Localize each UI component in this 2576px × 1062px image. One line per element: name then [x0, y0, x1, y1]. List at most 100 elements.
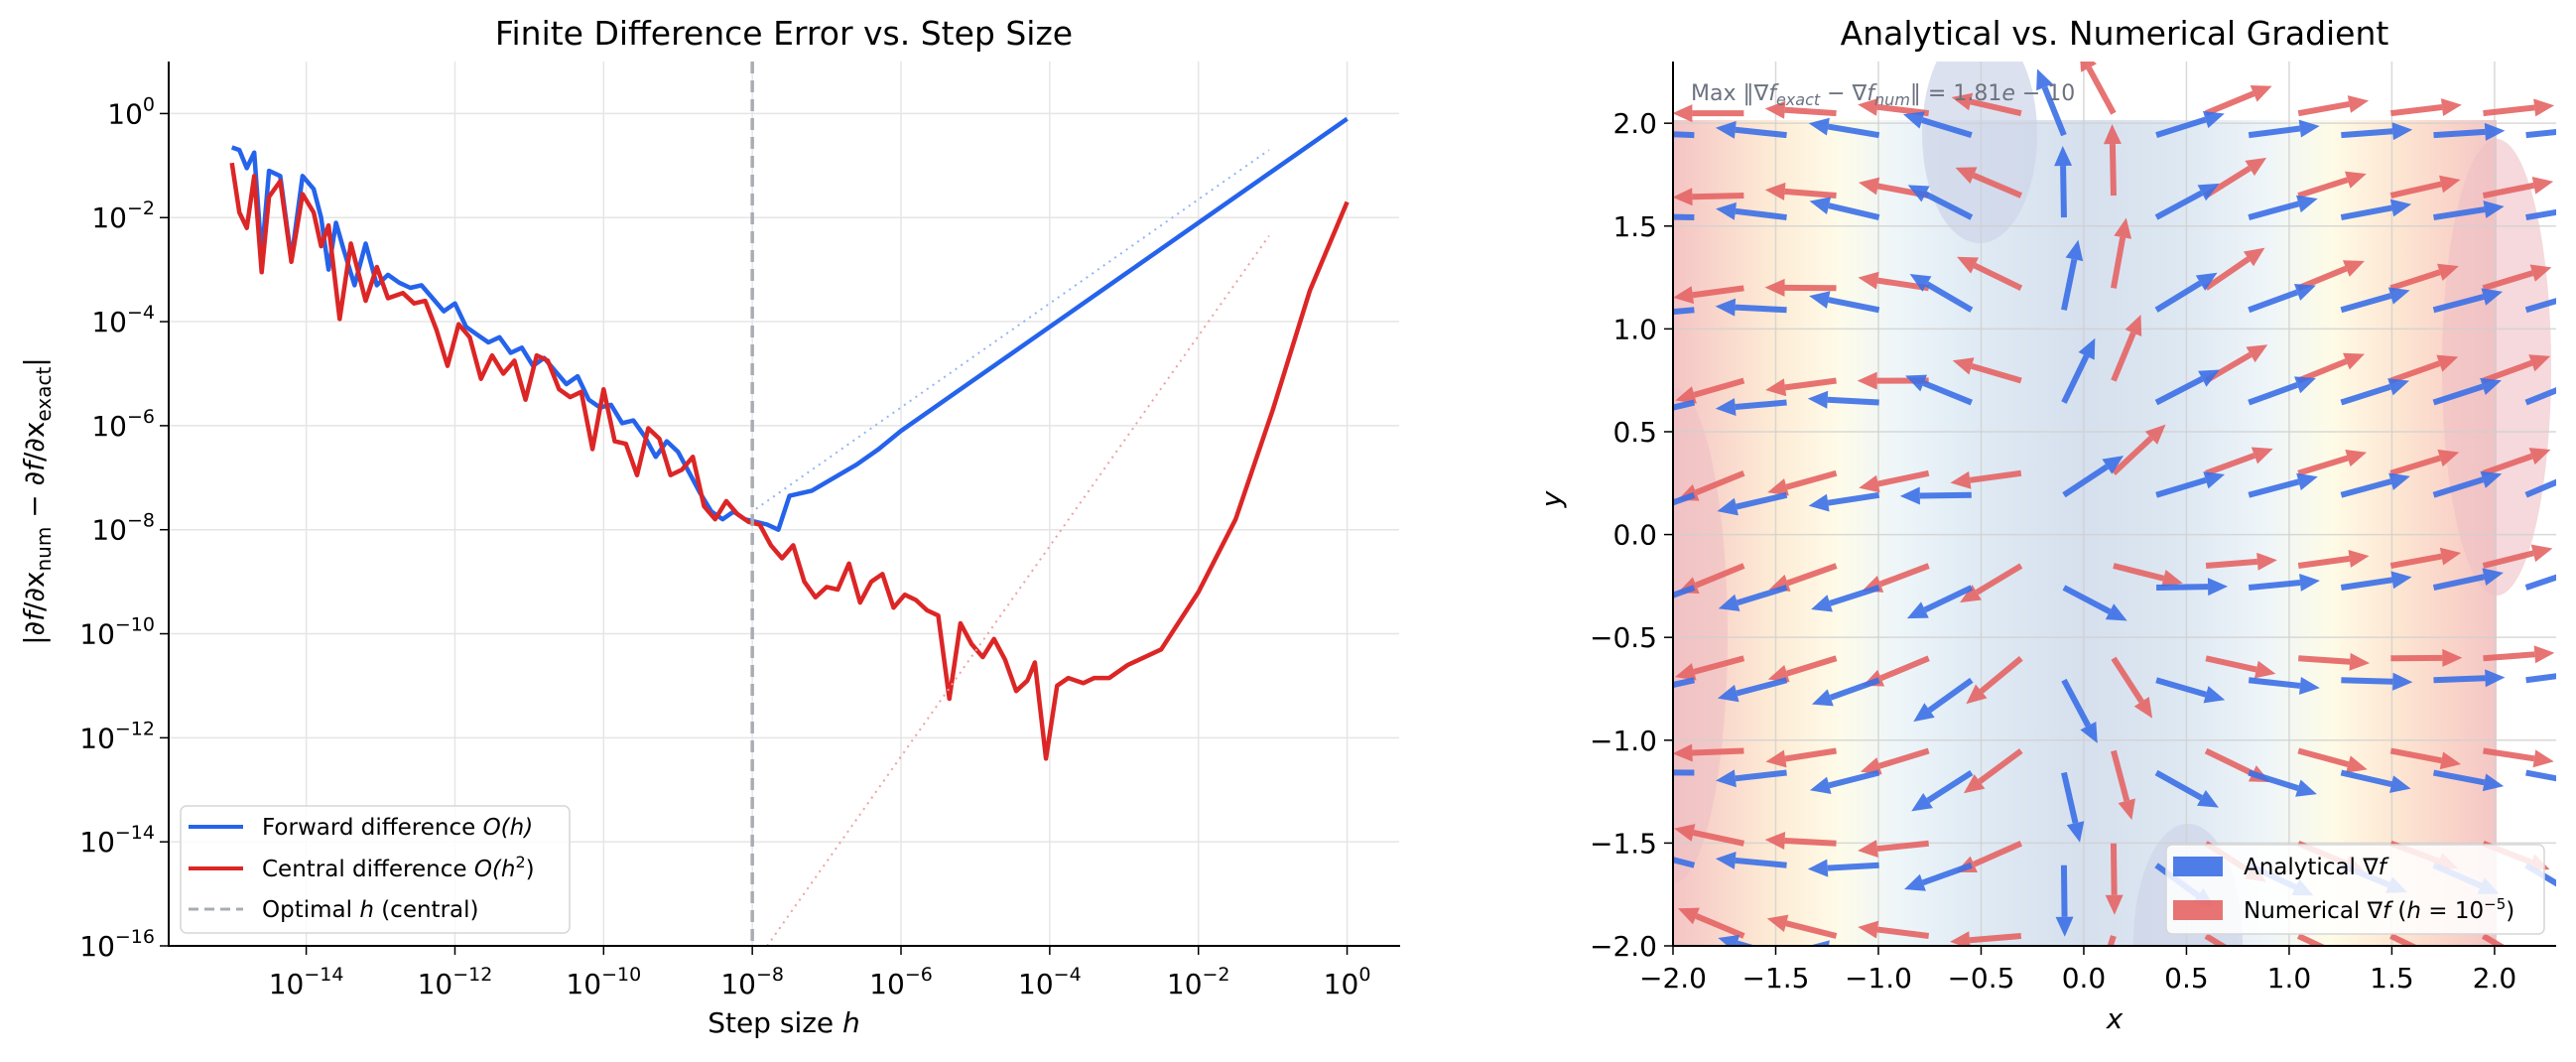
- reference-line: [766, 235, 1270, 945]
- analytical-gradient-arrow: [2340, 378, 2409, 406]
- analytical-gradient-arrow: [1718, 585, 1788, 611]
- y-tick-label: 1.5: [1612, 210, 1657, 243]
- x-tick-label: 100: [1324, 964, 1371, 1000]
- analytical-gradient-arrow: [1904, 862, 1973, 891]
- y-tick-label: 0.0: [1612, 519, 1657, 552]
- numerical-gradient-arrow: [2389, 547, 2462, 569]
- y-tick-label: 10−4: [91, 302, 155, 338]
- numerical-gradient-arrow: [2390, 648, 2463, 667]
- analytical-gradient-arrow: [2036, 958, 2064, 1024]
- analytical-gradient-arrow: [1909, 274, 1974, 313]
- x-tick-label: −1.0: [1845, 962, 1912, 995]
- analytical-gradient-arrow: [2248, 119, 2320, 139]
- analytical-gradient-arrow: [2155, 677, 2226, 704]
- y-tick-label: −1.0: [1590, 725, 1657, 757]
- analytical-gradient-arrow: [1808, 491, 1880, 512]
- numerical-gradient-arrow: [1677, 907, 1745, 939]
- analytical-gradient-arrow: [2248, 376, 2316, 406]
- numerical-gradient-arrow: [2482, 264, 2552, 292]
- y-tick-label: 2.0: [1612, 107, 1657, 140]
- y-tick-label: 10−14: [79, 822, 155, 859]
- left-chart-title: Finite Difference Error vs. Step Size: [495, 14, 1073, 53]
- numerical-gradient-arrow: [2204, 247, 2265, 291]
- x-tick-label: 0.0: [2062, 962, 2107, 995]
- y-tick-label: −2.0: [1590, 930, 1657, 963]
- y-tick-label: 10−16: [79, 926, 155, 963]
- numerical-gradient-arrow: [2111, 217, 2132, 289]
- numerical-gradient-arrow: [1674, 655, 1745, 681]
- numerical-gradient-arrow: [1764, 832, 1837, 851]
- numerical-gradient-arrow: [2389, 933, 2417, 945]
- y-tick-label: 100: [107, 93, 155, 130]
- numerical-gradient-arrow: [1952, 357, 2022, 384]
- contour-low-top: [1922, 62, 2037, 243]
- numerical-gradient-arrow: [2103, 124, 2122, 197]
- y-tick-label: 1.0: [1612, 313, 1657, 345]
- analytical-gradient-arrow: [2061, 771, 2085, 843]
- analytical-gradient-arrow: [1718, 934, 1753, 945]
- analytical-gradient-arrow: [1673, 857, 1696, 868]
- analytical-gradient-arrow: [1673, 213, 1695, 221]
- numerical-gradient-arrow: [2298, 652, 2371, 671]
- analytical-gradient-arrow: [1812, 940, 1830, 945]
- analytical-gradient-arrow: [1715, 398, 1787, 417]
- analytical-gradient-arrow: [2340, 287, 2410, 314]
- numerical-gradient-arrow: [2111, 315, 2142, 382]
- legend-item-central: Central difference O(h2): [189, 853, 535, 882]
- numerical-gradient-arrow: [1764, 100, 1837, 119]
- numerical-gradient-arrow: [2389, 354, 2459, 384]
- numerical-gradient-arrow: [2389, 747, 2462, 770]
- numerical-gradient-arrow: [1765, 747, 1837, 768]
- analytical-gradient-arrow: [1673, 677, 1696, 689]
- numerical-gradient-arrow: [1675, 377, 1745, 404]
- analytical-gradient-arrow: [1809, 769, 1880, 795]
- left-y-ticks: 100 10−2 10−4 10−6 10−8 10−10 10−12 10−14 10−16: [79, 93, 169, 963]
- numerical-gradient-arrow: [2205, 552, 2277, 571]
- analytical-gradient-arrow: [1715, 851, 1787, 869]
- right-y-ticks: 2.0 1.5 1.0 0.5 0.0 −0.5 −1.0 −1.5 −2.0: [1590, 107, 1673, 963]
- analytical-gradient-arrow: [1717, 677, 1788, 703]
- analytical-gradient-arrow: [2433, 122, 2506, 141]
- analytical-gradient-arrow: [2248, 472, 2318, 498]
- numerical-gradient-arrow: [1764, 278, 1837, 297]
- numerical-gradient-arrow: [2205, 447, 2273, 476]
- numerical-gradient-arrow: [2297, 747, 2368, 773]
- reference-line: [755, 149, 1270, 510]
- numerical-gradient-arrow: [1858, 920, 1930, 939]
- numerical-gradient-arrow: [2390, 98, 2462, 117]
- y-tick-label: 10−8: [91, 510, 155, 547]
- legend-swatch-analytical: [2173, 857, 2223, 876]
- left-y-label: |∂f/∂xnum − ∂f/∂xexact|: [18, 357, 56, 645]
- numerical-gradient-arrow: [1955, 167, 2022, 199]
- x-tick-label: 10−14: [269, 964, 344, 1000]
- analytical-gradient-arrow: [1673, 131, 1695, 139]
- numerical-gradient-arrow: [2297, 171, 2367, 199]
- analytical-gradient-arrow: [1809, 291, 1880, 314]
- numerical-gradient-arrow: [1764, 182, 1837, 200]
- analytical-gradient-arrow: [2340, 769, 2411, 793]
- numerical-gradient-arrow: [1673, 104, 1744, 123]
- numerical-gradient-arrow: [2113, 563, 2183, 588]
- analytical-gradient-arrow: [1905, 374, 1973, 406]
- numerical-gradient-arrow: [2483, 98, 2555, 117]
- left-chart: Finite Difference Error vs. Step Size 10…: [18, 14, 1400, 1039]
- analytical-gradient-arrow: [2155, 110, 2225, 139]
- analytical-gradient-arrow: [2154, 272, 2218, 313]
- numerical-gradient-arrow: [1673, 188, 1744, 206]
- numerical-gradient-arrow: [2297, 449, 2368, 476]
- x-tick-label: 10−12: [418, 964, 493, 1000]
- numerical-gradient-arrow: [1858, 840, 1929, 859]
- analytical-gradient-arrow: [2432, 288, 2504, 314]
- svg-text:Optimal h (central): Optimal h (central): [262, 897, 478, 923]
- y-tick-label: −1.5: [1590, 827, 1657, 860]
- numerical-gradient-arrow: [2389, 263, 2459, 292]
- svg-text:Analytical ∇f: Analytical ∇f: [2244, 855, 2389, 880]
- svg-text:Numerical ∇f (h = 10−5): Numerical ∇f (h = 10−5): [2244, 895, 2514, 924]
- analytical-gradient-arrow: [2054, 146, 2073, 218]
- analytical-gradient-arrow: [2248, 284, 2316, 314]
- contour-background: [1673, 120, 2497, 945]
- analytical-gradient-arrow: [2525, 129, 2556, 139]
- numerical-gradient-arrow: [2389, 175, 2461, 199]
- right-y-label: y: [1535, 490, 1568, 508]
- y-tick-label: 0.5: [1612, 416, 1657, 449]
